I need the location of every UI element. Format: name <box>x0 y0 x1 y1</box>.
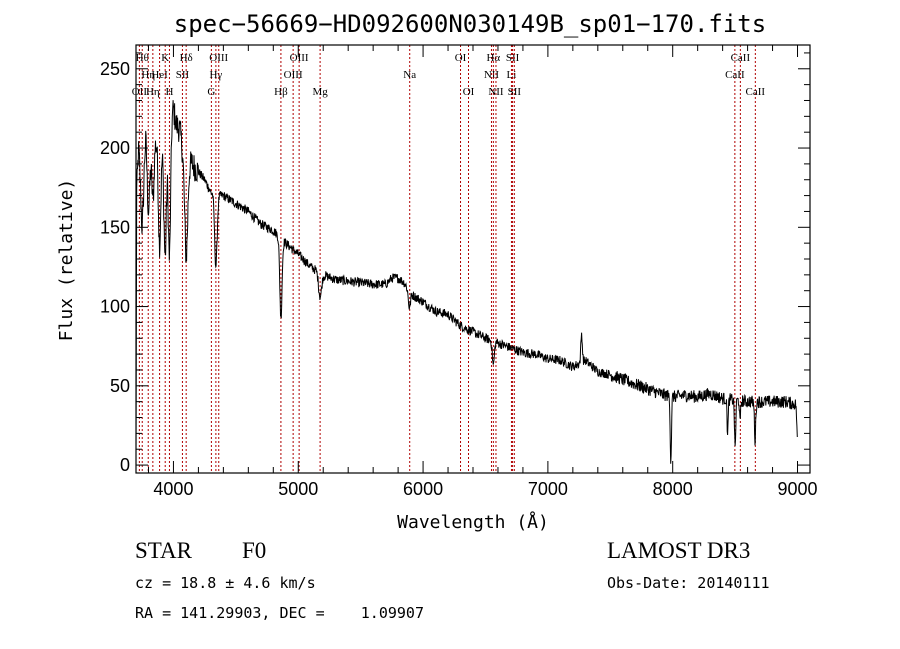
spectral-lines-layer: OIIHθHηHηHeIKHSIIHδGHγOIIIHβOIIIOIIIMgNa… <box>132 45 766 473</box>
spectral-line-label: Hη <box>141 69 155 81</box>
redshift-cz: cz = 18.8 ± 4.6 km/s <box>135 574 316 592</box>
x-tick-label: 7000 <box>528 479 568 499</box>
spectrum-layer <box>135 100 798 464</box>
survey-name: LAMOST DR3 <box>607 538 751 563</box>
spectral-line-label: Hθ <box>136 52 149 64</box>
spectral-line-label: H <box>165 86 173 98</box>
spectrum-line <box>135 100 798 464</box>
spectral-line-label: G <box>207 86 215 98</box>
x-tick-label: 6000 <box>403 479 443 499</box>
spectral-line-label: NII <box>488 86 504 98</box>
spectral-line-label: OIII <box>209 52 228 64</box>
object-class: STAR <box>135 538 192 563</box>
spectral-line-label: OIII <box>284 69 303 81</box>
spectral-line-label: CaII <box>725 69 745 81</box>
y-tick-label: 200 <box>100 138 130 158</box>
chart-title: spec−56669−HD092600N030149B_sp01−170.fit… <box>174 10 766 38</box>
spectral-line-label: HeI <box>151 69 168 81</box>
y-tick-label: 0 <box>120 455 130 475</box>
spectral-line-label: Li <box>507 69 517 81</box>
x-tick-label: 8000 <box>653 479 693 499</box>
x-axis-label: Wavelength (Å) <box>397 511 549 533</box>
y-tick-label: 50 <box>110 376 130 396</box>
object-subclass: F0 <box>242 538 267 563</box>
spectral-line-label: Hη <box>146 86 160 98</box>
y-tick-label: 100 <box>100 297 130 317</box>
x-tick-label: 5000 <box>278 479 318 499</box>
spectral-line-label: SII <box>508 86 522 98</box>
spectral-line-label: Hα <box>486 52 500 64</box>
spectral-line-label: Na <box>403 69 416 81</box>
spectral-line-label: CaII <box>746 86 766 98</box>
x-tick-label: 4000 <box>153 479 193 499</box>
y-axis-label: Flux (relative) <box>56 179 77 342</box>
y-tick-label: 250 <box>100 59 130 79</box>
axis-ticks: 4000 5000 6000 7000 8000 9000 0 50 100 150 200 250 <box>100 45 818 499</box>
spectral-line-label: OI <box>463 86 475 98</box>
spectral-line-label: OI <box>455 52 467 64</box>
x-tick-label: 9000 <box>777 479 817 499</box>
spectral-line-label: Hγ <box>209 69 222 81</box>
spectral-line-label: Hβ <box>274 86 288 98</box>
spectral-line-label: Mg <box>312 86 328 98</box>
spectral-line-label: SII <box>506 52 520 64</box>
observation-date: Obs-Date: 20140111 <box>607 574 770 592</box>
spectral-line-label: Hδ <box>180 52 193 64</box>
spectral-line-label: NII <box>484 69 500 81</box>
spectral-line-label: K <box>161 52 169 64</box>
spectral-line-label: CaII <box>731 52 751 64</box>
plot-frame <box>135 44 811 474</box>
coordinates: RA = 141.29903, DEC = 1.09907 <box>135 604 424 622</box>
spectral-line-label: SII <box>176 69 190 81</box>
spectral-line-label: OIII <box>290 52 309 64</box>
spectral-line-label: OII <box>132 86 148 98</box>
y-tick-label: 150 <box>100 217 130 237</box>
